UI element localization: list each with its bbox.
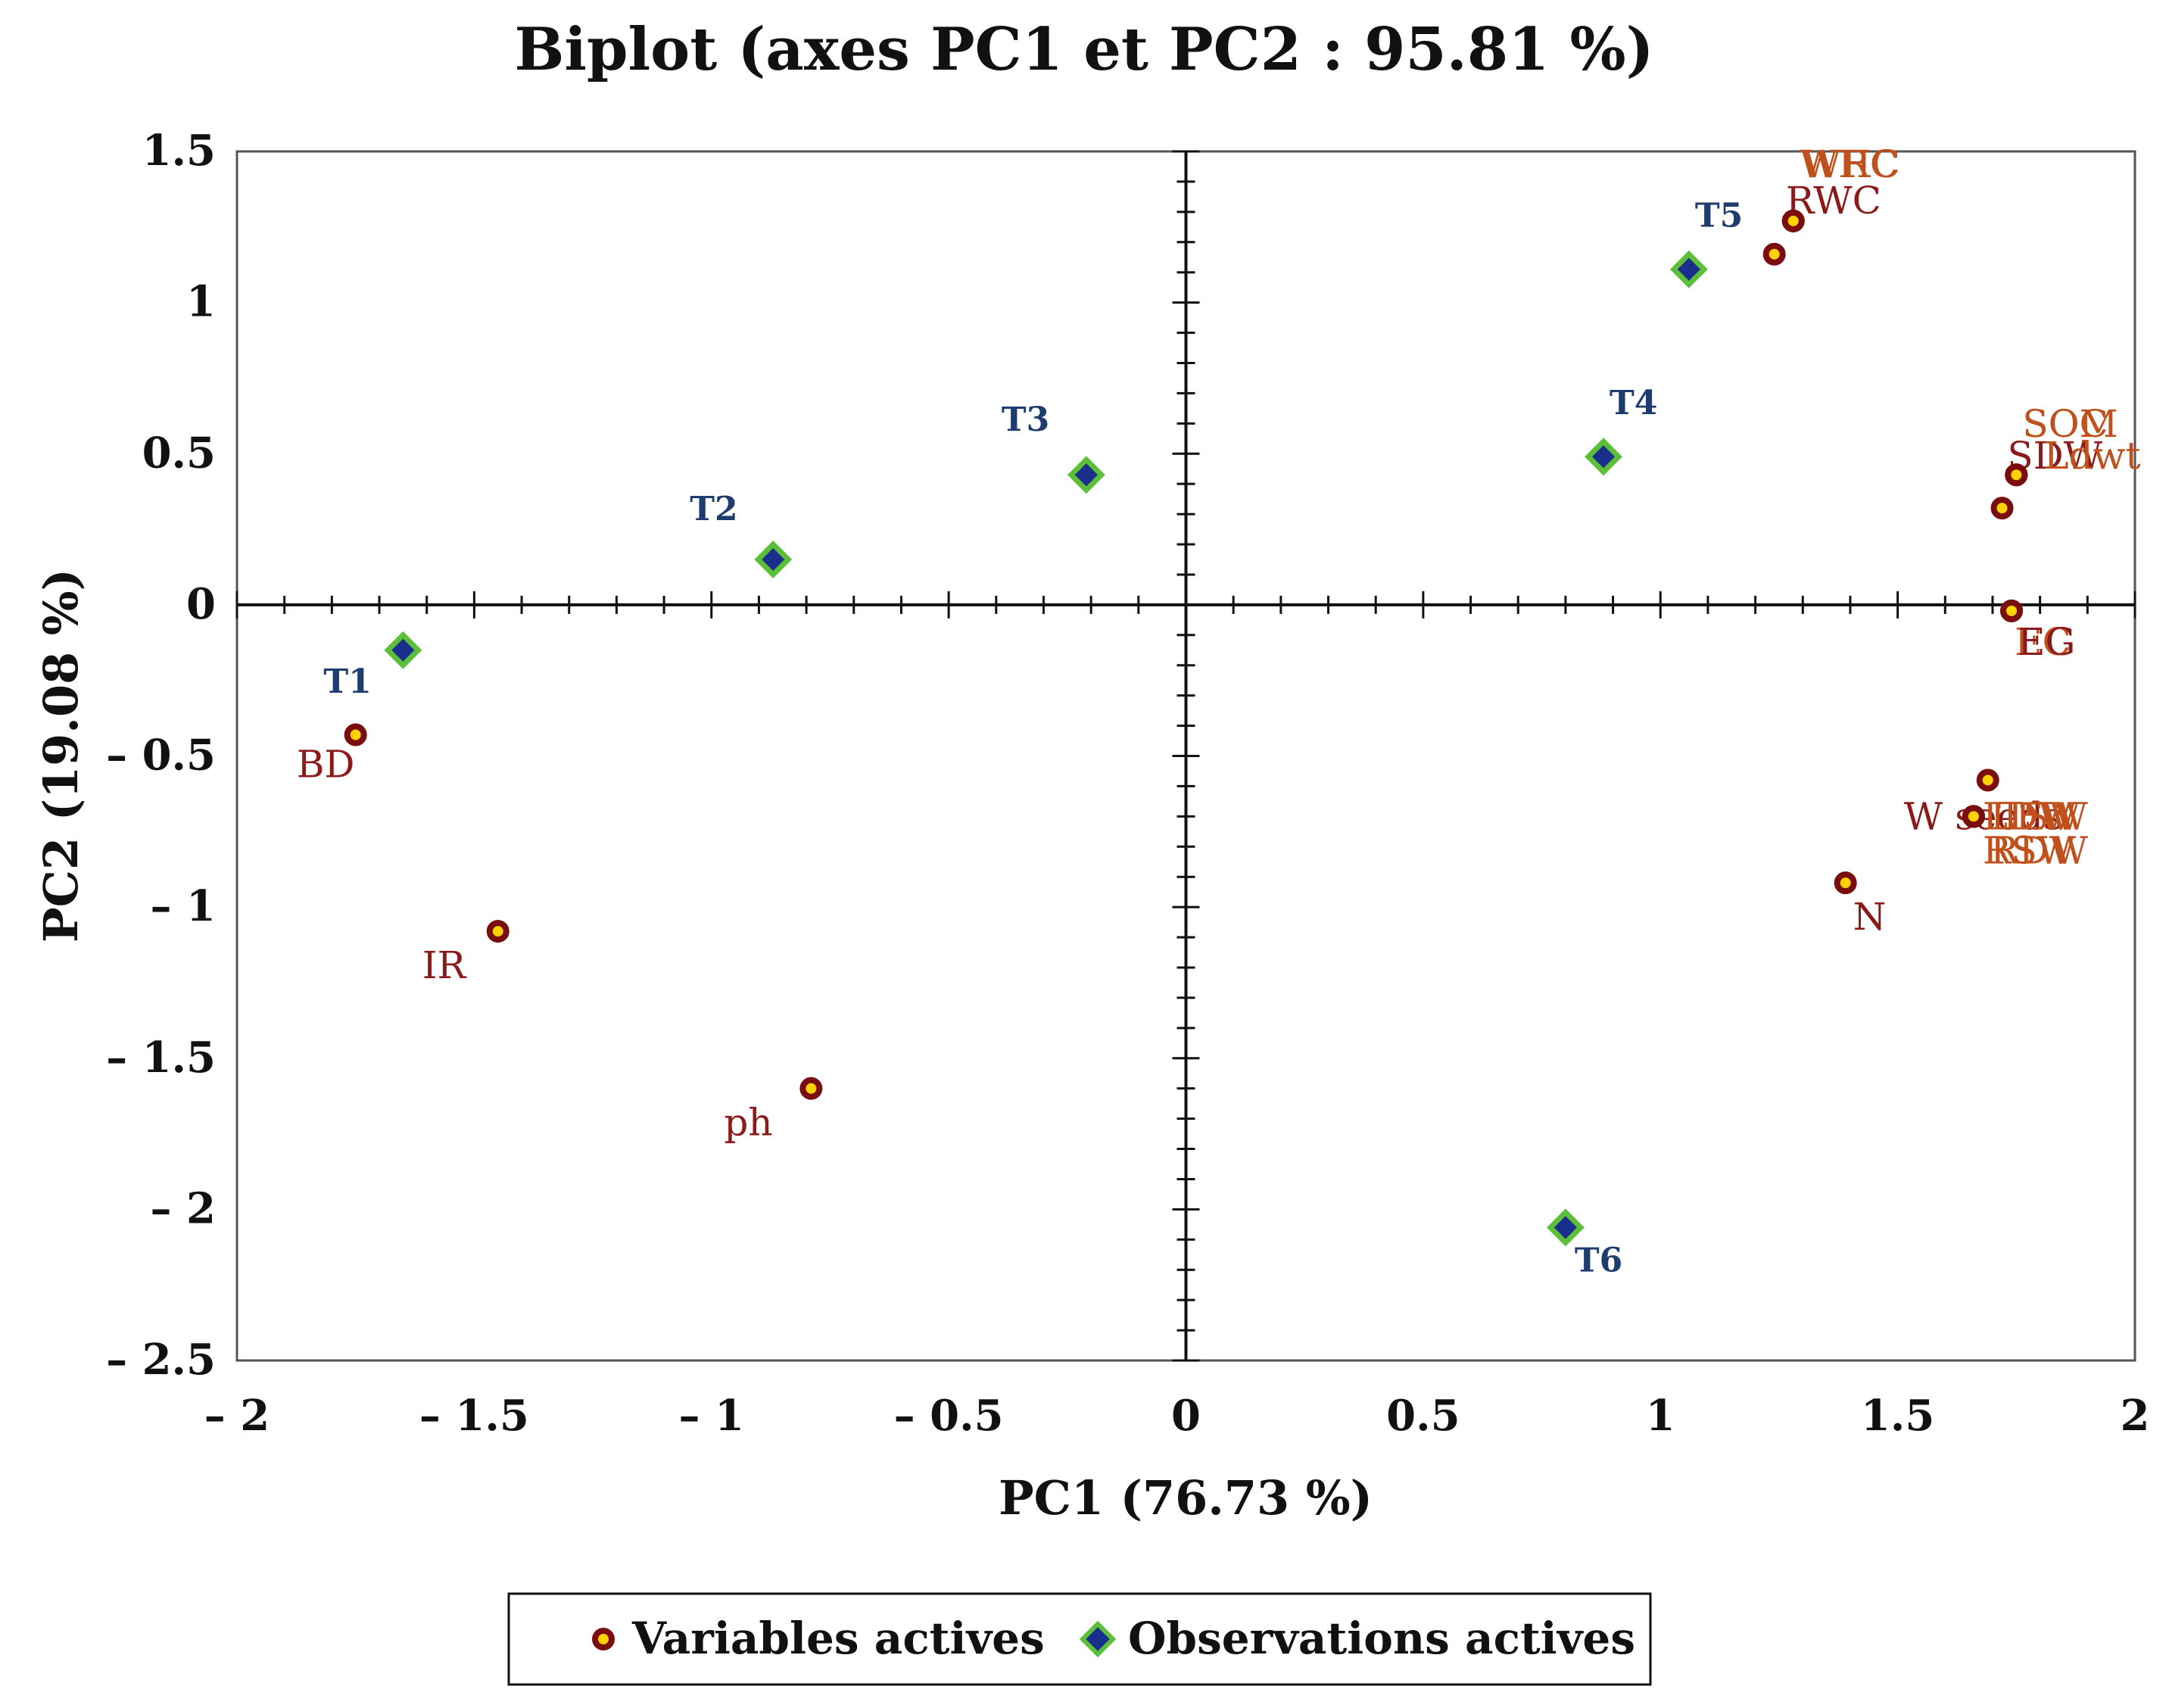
y-tick-label: – 1 — [151, 881, 216, 931]
observation-label: T5 — [1695, 197, 1743, 235]
variable-point — [486, 920, 510, 943]
observation-point — [384, 631, 422, 669]
x-tick-label: 0 — [1171, 1391, 1201, 1441]
x-tick-label: – 0.5 — [894, 1391, 1004, 1441]
y-tick-label: – 2 — [151, 1183, 216, 1233]
variable-label: N — [1853, 895, 1887, 939]
observation-point — [1546, 1208, 1585, 1247]
variable-point — [1762, 242, 1786, 266]
variable-point — [1962, 805, 1985, 828]
y-tick-label: 1.5 — [142, 126, 216, 176]
legend-variables-label: Variables actives — [631, 1613, 1045, 1664]
variable-label: RDW — [1990, 828, 2089, 872]
legend-variables-marker — [592, 1628, 615, 1650]
y-tick-label: – 1.5 — [106, 1033, 216, 1083]
observation-point — [1669, 250, 1708, 288]
variable-label: RSW — [1983, 828, 2077, 872]
observation-label: T3 — [1002, 401, 1049, 439]
variable-point — [799, 1077, 823, 1100]
tick-labels: – 2 – 1.5 – 1 – 0.5 0 0.5 1 1.5 2 1.5 1 0.5 0 – 0.5 – … — [106, 126, 2149, 1441]
y-tick-label: – 2.5 — [106, 1335, 216, 1385]
x-tick-label: – 1.5 — [419, 1391, 529, 1441]
variable-label: LDW — [1983, 794, 2077, 838]
variable-label: IR — [422, 943, 467, 987]
variable-label: SOM — [2022, 402, 2118, 446]
variable-point — [344, 723, 367, 746]
variable-label: BD — [297, 743, 355, 787]
variable-point — [1990, 497, 2014, 520]
variable-point — [2000, 599, 2024, 622]
legend-observations-marker — [1079, 1620, 1117, 1658]
observation-label: T1 — [323, 662, 371, 701]
observation-point — [754, 541, 793, 578]
axes — [235, 150, 2136, 1362]
variable-label: EG — [2018, 620, 2075, 664]
variable-label: WRC — [1803, 142, 1899, 186]
x-tick-label: 1.5 — [1861, 1391, 1934, 1441]
variable-point — [1976, 768, 1999, 792]
variable-label: EC — [2015, 620, 2071, 664]
legend: Variables actives Observations actives — [507, 1592, 1652, 1686]
variable-label: TSW — [1998, 794, 2089, 838]
y-axis-title: PC2 (19.08 %) — [33, 569, 89, 943]
variable-label: Ldwt — [2043, 434, 2140, 478]
y-tick-label: – 0.5 — [106, 731, 216, 781]
observation-point — [1067, 456, 1105, 494]
y-tick-label: 1 — [186, 277, 216, 327]
x-tick-label: 2 — [2121, 1391, 2150, 1441]
variable-point — [1834, 871, 1857, 895]
x-tick-label: 1 — [1646, 1391, 1675, 1441]
variable-label: SOC — [2022, 402, 2108, 446]
variable-label: LFW — [1990, 794, 2081, 838]
observation-label: T6 — [1575, 1241, 1622, 1279]
chart-title: Biplot (axes PC1 et PC2 : 95.81 %) — [514, 15, 1653, 84]
variable-point — [2005, 463, 2028, 487]
observation-label: T4 — [1610, 384, 1657, 422]
x-tick-label: – 2 — [204, 1391, 270, 1441]
point-markers — [344, 209, 2028, 1247]
y-tick-label: 0.5 — [142, 428, 216, 478]
legend-observations-label: Observations actives — [1128, 1613, 1635, 1664]
variable-label: WHC — [1800, 142, 1900, 186]
observation-label: T2 — [690, 490, 737, 528]
y-tick-label: 0 — [186, 579, 216, 629]
x-tick-label: 0.5 — [1386, 1391, 1460, 1441]
x-axis-title: PC1 (76.73 %) — [999, 1470, 1373, 1526]
x-tick-label: – 1 — [679, 1391, 744, 1441]
variable-point — [1781, 209, 1805, 232]
variable-label: ph — [724, 1101, 772, 1145]
observation-point — [1585, 438, 1622, 476]
